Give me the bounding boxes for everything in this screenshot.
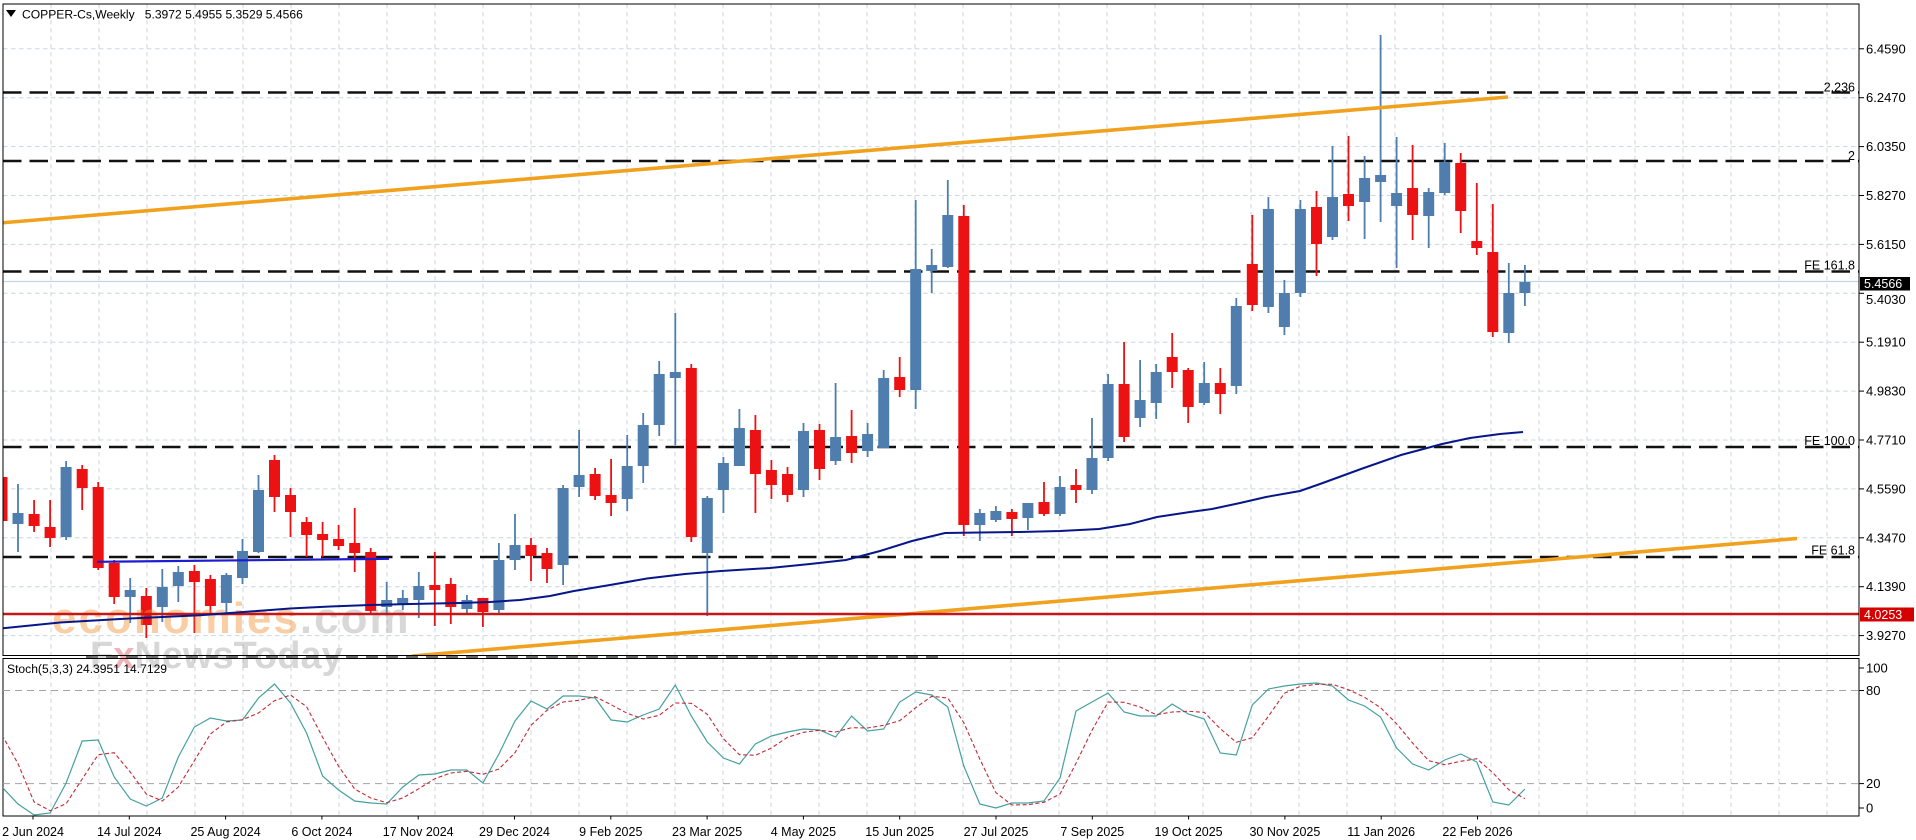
svg-text:22 Feb 2026: 22 Feb 2026	[1442, 825, 1512, 839]
svg-text:14 Jul 2024: 14 Jul 2024	[97, 825, 162, 839]
svg-text:6.0350: 6.0350	[1866, 139, 1906, 154]
svg-text:19 Oct 2025: 19 Oct 2025	[1155, 825, 1223, 839]
svg-text:2 Jun 2024: 2 Jun 2024	[2, 825, 64, 839]
svg-text:80: 80	[1866, 683, 1880, 698]
svg-text:23 Mar 2025: 23 Mar 2025	[672, 825, 742, 839]
svg-text:4.5590: 4.5590	[1866, 481, 1906, 496]
svg-text:6 Oct 2024: 6 Oct 2024	[291, 825, 352, 839]
svg-text:20: 20	[1866, 776, 1880, 791]
svg-text:4 May 2025: 4 May 2025	[771, 825, 836, 839]
svg-text:5.1910: 5.1910	[1866, 335, 1906, 350]
svg-text:FE 61.8: FE 61.8	[1811, 544, 1855, 558]
svg-text:Stoch(5,3,3) 24.3951 14.7129: Stoch(5,3,3) 24.3951 14.7129	[7, 662, 167, 676]
svg-text:4.3470: 4.3470	[1866, 530, 1906, 545]
svg-text:4.9830: 4.9830	[1866, 384, 1906, 399]
svg-text:2.236: 2.236	[1824, 81, 1855, 95]
svg-text:5.4030: 5.4030	[1866, 292, 1906, 307]
svg-text:5.8270: 5.8270	[1866, 188, 1906, 203]
svg-text:11 Jan 2026: 11 Jan 2026	[1347, 825, 1415, 839]
svg-text:6.2470: 6.2470	[1866, 90, 1906, 105]
svg-text:30 Nov 2025: 30 Nov 2025	[1249, 825, 1320, 839]
svg-text:7 Sep 2025: 7 Sep 2025	[1060, 825, 1124, 839]
svg-text:4.1390: 4.1390	[1866, 579, 1906, 594]
svg-text:15 Jun 2025: 15 Jun 2025	[865, 825, 934, 839]
svg-text:FE 161.8: FE 161.8	[1804, 259, 1855, 273]
svg-text:0: 0	[1866, 801, 1873, 816]
svg-text:25 Aug 2024: 25 Aug 2024	[190, 825, 260, 839]
svg-text:4.0253: 4.0253	[1864, 608, 1902, 622]
svg-text:17 Nov 2024: 17 Nov 2024	[383, 825, 454, 839]
svg-text:29 Dec 2024: 29 Dec 2024	[479, 825, 550, 839]
svg-text:27 Jul 2025: 27 Jul 2025	[964, 825, 1029, 839]
svg-text:5.6150: 5.6150	[1866, 237, 1906, 252]
svg-text:5.4566: 5.4566	[1864, 277, 1902, 291]
svg-text:FE 100.0: FE 100.0	[1804, 434, 1855, 448]
svg-text:2: 2	[1848, 149, 1855, 163]
svg-text:9 Feb 2025: 9 Feb 2025	[579, 825, 642, 839]
svg-text:100: 100	[1866, 661, 1888, 676]
svg-text:4.7710: 4.7710	[1866, 433, 1906, 448]
svg-text:6.4590: 6.4590	[1866, 41, 1906, 56]
svg-text:COPPER-Cs,Weekly 5.3972 5.49: COPPER-Cs,Weekly 5.3972 5.4955 5.3529 5.…	[22, 8, 303, 22]
svg-text:3.9270: 3.9270	[1866, 628, 1906, 643]
